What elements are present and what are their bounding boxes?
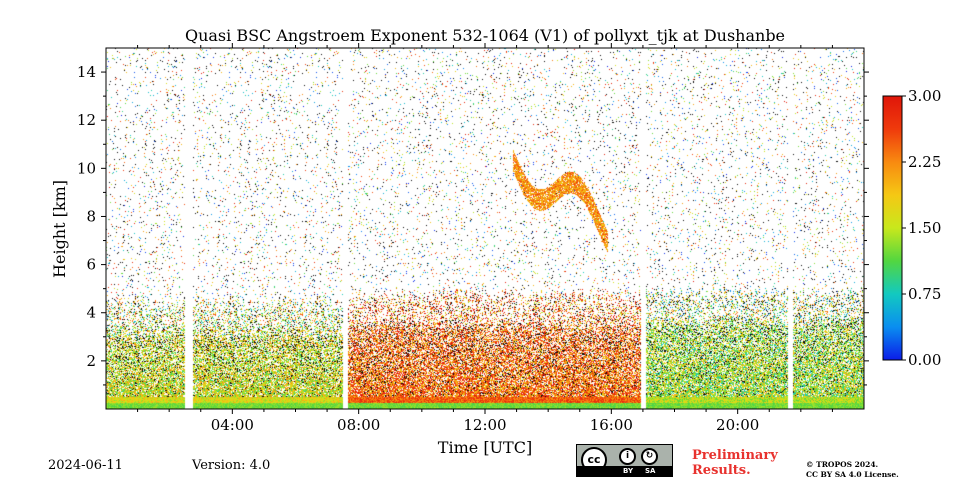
preliminary-line2: Results.: [692, 463, 751, 478]
y-tick-label: 8: [86, 207, 96, 225]
by-person-icon: i: [619, 448, 636, 465]
copyright-notice: © TROPOS 2024. CC BY SA 4.0 License.: [806, 460, 899, 480]
y-ticks: 2 4 6 8 10 12 14: [77, 63, 869, 386]
preliminary-line1: Preliminary: [692, 448, 778, 463]
colorbar-ticks: 0.00 0.75 1.50 2.25 3.00: [902, 87, 941, 369]
colorbar-tick-label: 0.00: [908, 351, 941, 369]
x-axis-label: Time [UTC]: [438, 438, 532, 457]
x-tick-label: 08:00: [337, 416, 380, 434]
x-ticks: 04:00 08:00 12:00 16:00 20:00: [137, 43, 833, 434]
colorbar-tick-label: 0.75: [908, 285, 941, 303]
x-tick-label: 04:00: [211, 416, 254, 434]
y-tick-label: 4: [86, 304, 96, 322]
y-axis-label: Height [km]: [50, 180, 69, 278]
share-alike-icon: ↻: [641, 448, 658, 465]
copyright-line1: © TROPOS 2024.: [806, 460, 879, 469]
badge-bar: [577, 466, 672, 476]
heatmap-image: [106, 48, 864, 409]
cc-license-badge: cc i ↻ BY SA: [576, 444, 673, 477]
x-tick-label: 12:00: [463, 416, 506, 434]
y-tick-label: 10: [77, 159, 96, 177]
version-label: Version: 4.0: [192, 458, 271, 473]
x-tick-label: 16:00: [590, 416, 633, 434]
colorbar-tick-label: 3.00: [908, 87, 941, 105]
y-tick-label: 14: [77, 63, 96, 81]
copyright-line2: CC BY SA 4.0 License.: [806, 470, 899, 479]
date-label: 2024-06-11: [48, 458, 123, 473]
y-tick-label: 12: [77, 111, 96, 129]
chart-title: Quasi BSC Angstroem Exponent 532-1064 (V…: [185, 26, 785, 45]
by-label: BY: [623, 467, 634, 475]
colorbar-tick-label: 1.50: [908, 219, 941, 237]
y-tick-label: 2: [86, 352, 96, 370]
colorbar: [882, 95, 903, 361]
preliminary-notice: Preliminary Results.: [692, 448, 778, 478]
colorbar-tick-label: 2.25: [908, 153, 941, 171]
sa-label: SA: [645, 467, 656, 475]
x-tick-label: 20:00: [716, 416, 759, 434]
y-tick-label: 6: [86, 256, 96, 274]
